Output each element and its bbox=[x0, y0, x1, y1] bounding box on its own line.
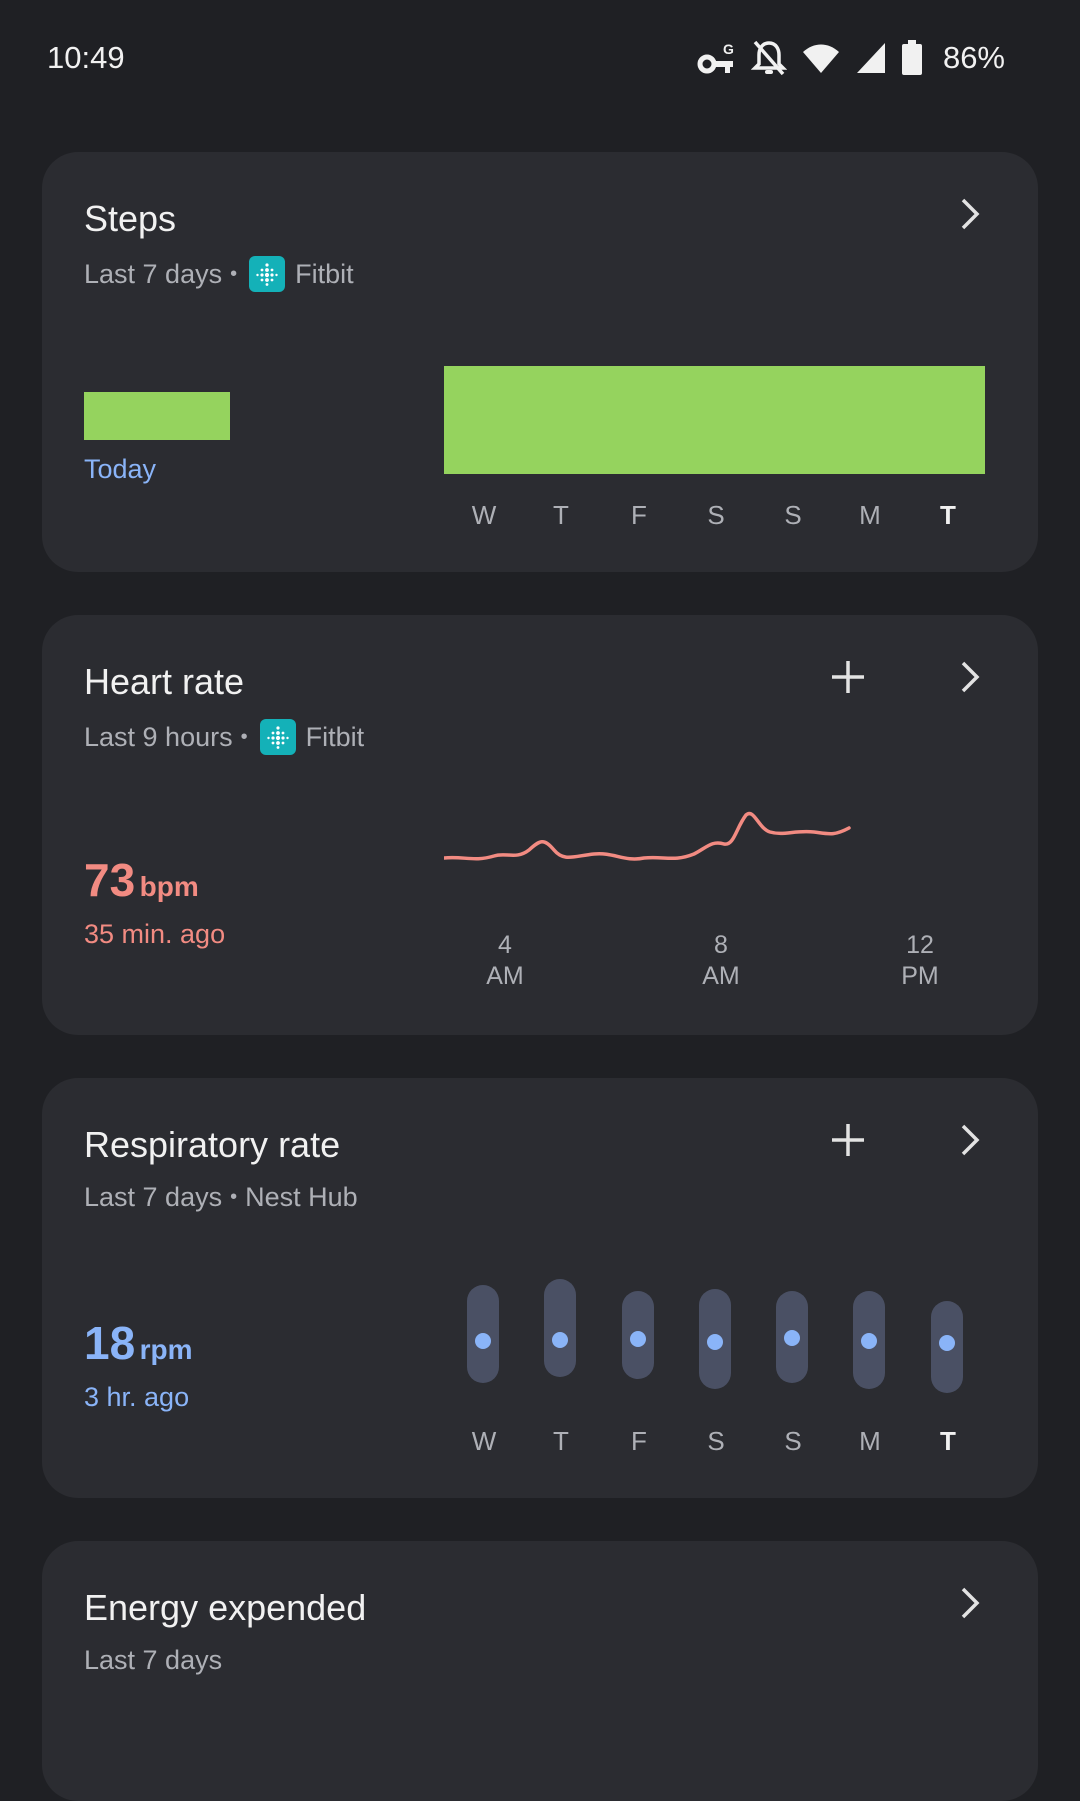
chevron-right-icon[interactable] bbox=[950, 657, 990, 697]
heart-axis-label: 8 AM bbox=[696, 930, 746, 992]
fitbit-icon bbox=[249, 256, 286, 292]
respiratory-ago: 3 hr. ago bbox=[84, 1382, 190, 1412]
respiratory-title: Respiratory rate bbox=[84, 1124, 341, 1165]
chevron-right-icon[interactable] bbox=[950, 1583, 990, 1623]
add-respiratory-icon[interactable] bbox=[828, 1120, 868, 1160]
separator-dot: • bbox=[240, 725, 248, 748]
notifications-off-icon bbox=[750, 40, 787, 76]
axis-label-meridiem: AM bbox=[702, 962, 740, 990]
respiratory-rate-card[interactable]: Respiratory rate Last 7 days • Nest Hub … bbox=[42, 1078, 1038, 1498]
respiratory-range-bar bbox=[544, 1279, 576, 1377]
battery-icon bbox=[901, 40, 922, 75]
heart-rate-unit: bpm bbox=[139, 871, 199, 902]
today-bar bbox=[84, 392, 230, 440]
energy-subtitle: Last 7 days bbox=[84, 1645, 222, 1676]
axis-label-hour: 4 bbox=[498, 931, 512, 959]
respiratory-point bbox=[630, 1331, 646, 1347]
respiratory-subtitle: Last 7 days • Nest Hub bbox=[84, 1182, 358, 1213]
heart-rate-title: Heart rate bbox=[84, 661, 245, 702]
weekly-steps-bar bbox=[444, 366, 985, 474]
heart-rate-range: Last 9 hours bbox=[84, 721, 233, 752]
respiratory-point bbox=[861, 1333, 877, 1349]
steps-day-label: W bbox=[471, 500, 497, 530]
respiratory-value-row: 18 rpm bbox=[84, 1316, 193, 1370]
respiratory-value: 18 bbox=[84, 1317, 136, 1369]
wifi-icon bbox=[802, 44, 839, 73]
heart-rate-card[interactable]: Heart rate Last 9 hours • Fitbit 73 bpm … bbox=[42, 615, 1038, 1035]
cell-signal-icon bbox=[856, 43, 885, 73]
respiratory-unit: rpm bbox=[139, 1334, 193, 1365]
energy-expended-card[interactable]: Energy expended Last 7 days bbox=[42, 1541, 1038, 1801]
respiratory-day-label: T bbox=[553, 1426, 569, 1456]
steps-subtitle: Last 7 days • Fitbit bbox=[84, 256, 354, 292]
energy-range: Last 7 days bbox=[84, 1645, 223, 1675]
svg-text:G: G bbox=[723, 41, 734, 57]
heart-rate-subtitle: Last 9 hours • Fitbit bbox=[84, 719, 364, 755]
respiratory-day-label: W bbox=[471, 1426, 497, 1456]
status-time: 10:49 bbox=[47, 40, 125, 75]
respiratory-point bbox=[784, 1330, 800, 1346]
axis-label-hour: 8 bbox=[714, 931, 728, 959]
separator-dot: • bbox=[230, 1186, 238, 1208]
heart-rate-value-row: 73 bpm bbox=[84, 853, 199, 907]
respiratory-source: Nest Hub bbox=[245, 1182, 358, 1212]
steps-day-label: T bbox=[553, 500, 569, 530]
steps-day-label: S bbox=[784, 500, 802, 530]
steps-day-label-current: T bbox=[940, 500, 956, 530]
steps-title: Steps bbox=[84, 198, 177, 239]
heart-rate-ago: 35 min. ago bbox=[84, 919, 226, 949]
respiratory-range: Last 7 days bbox=[84, 1182, 223, 1212]
respiratory-day-label-current: T bbox=[940, 1426, 956, 1456]
respiratory-point bbox=[552, 1332, 568, 1348]
status-bar: 10:49 G 86% bbox=[0, 0, 1080, 120]
fitbit-icon bbox=[259, 719, 296, 755]
chevron-right-icon[interactable] bbox=[950, 1120, 990, 1160]
heart-rate-source: Fitbit bbox=[305, 721, 365, 752]
respiratory-day-label: S bbox=[784, 1426, 802, 1456]
chevron-right-icon[interactable] bbox=[950, 194, 990, 234]
respiratory-point bbox=[475, 1333, 491, 1349]
heart-rate-value: 73 bbox=[84, 854, 136, 906]
respiratory-day-label: M bbox=[859, 1426, 881, 1456]
steps-day-label: M bbox=[859, 500, 881, 530]
steps-day-label: F bbox=[631, 500, 647, 530]
status-icons: G 86% bbox=[697, 38, 1005, 78]
respiratory-day-label: F bbox=[631, 1426, 647, 1456]
steps-day-label: S bbox=[707, 500, 725, 530]
axis-label-hour: 12 bbox=[906, 931, 934, 959]
respiratory-range-chart bbox=[467, 1279, 963, 1393]
heart-axis-label: 12 PM bbox=[892, 930, 948, 992]
axis-label-meridiem: AM bbox=[486, 962, 524, 990]
steps-card[interactable]: Steps Last 7 days • Fitbit Today W T F S… bbox=[42, 152, 1038, 572]
heart-rate-line-chart bbox=[444, 811, 851, 861]
heart-axis-label: 4 AM bbox=[480, 930, 530, 992]
respiratory-point bbox=[939, 1335, 955, 1351]
vpn-key-icon: G bbox=[697, 41, 734, 74]
add-heart-rate-icon[interactable] bbox=[828, 657, 868, 697]
today-label[interactable]: Today bbox=[84, 454, 157, 484]
steps-range: Last 7 days bbox=[84, 258, 223, 289]
axis-label-meridiem: PM bbox=[901, 962, 939, 990]
respiratory-point bbox=[707, 1334, 723, 1350]
steps-source: Fitbit bbox=[295, 258, 354, 289]
separator-dot: • bbox=[230, 262, 238, 285]
battery-percent: 86% bbox=[942, 40, 1005, 75]
energy-title: Energy expended bbox=[84, 1587, 367, 1628]
respiratory-day-label: S bbox=[707, 1426, 725, 1456]
